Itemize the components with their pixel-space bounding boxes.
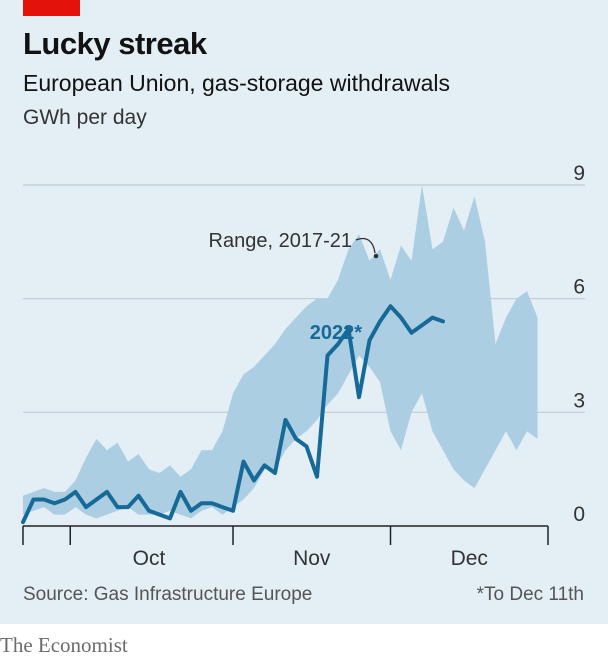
- x-tick-label-oct: Oct: [133, 547, 166, 570]
- y-tick-label-6: 6: [573, 276, 585, 299]
- brand-logo-text: The Economist: [0, 633, 128, 657]
- x-tick-label-nov: Nov: [293, 547, 331, 570]
- y-tick-label-9: 9: [573, 162, 585, 185]
- chart-svg: Range, 2017-21 2022* 0 3 6 9 Oct Nov Dec: [21, 162, 585, 570]
- footnote: *To Dec 11th: [476, 584, 584, 605]
- x-tick-label-dec: Dec: [451, 547, 488, 570]
- y-axis-tick-labels: 0 3 6 9: [573, 162, 585, 526]
- range-annotation-label: Range, 2017-21: [209, 230, 352, 252]
- brand-red-tag: [23, 0, 80, 16]
- series-2022-label: 2022*: [310, 322, 362, 344]
- chart-title: Lucky streak: [23, 26, 207, 61]
- y-tick-label-3: 3: [573, 389, 585, 412]
- range-annotation-dot: [373, 253, 379, 259]
- range-band-area: [23, 185, 538, 519]
- y-tick-label-0: 0: [573, 503, 585, 526]
- range-annotation-leader: [355, 237, 376, 254]
- source-note: Source: Gas Infrastructure Europe: [23, 584, 313, 605]
- range-annotation: Range, 2017-21: [209, 230, 379, 259]
- x-axis: Oct Nov Dec: [22, 525, 549, 570]
- chart-subtitle: European Union, gas-storage withdrawals: [23, 70, 451, 96]
- series-2022-line: [21, 304, 445, 525]
- y-axis-unit: GWh per day: [23, 106, 147, 129]
